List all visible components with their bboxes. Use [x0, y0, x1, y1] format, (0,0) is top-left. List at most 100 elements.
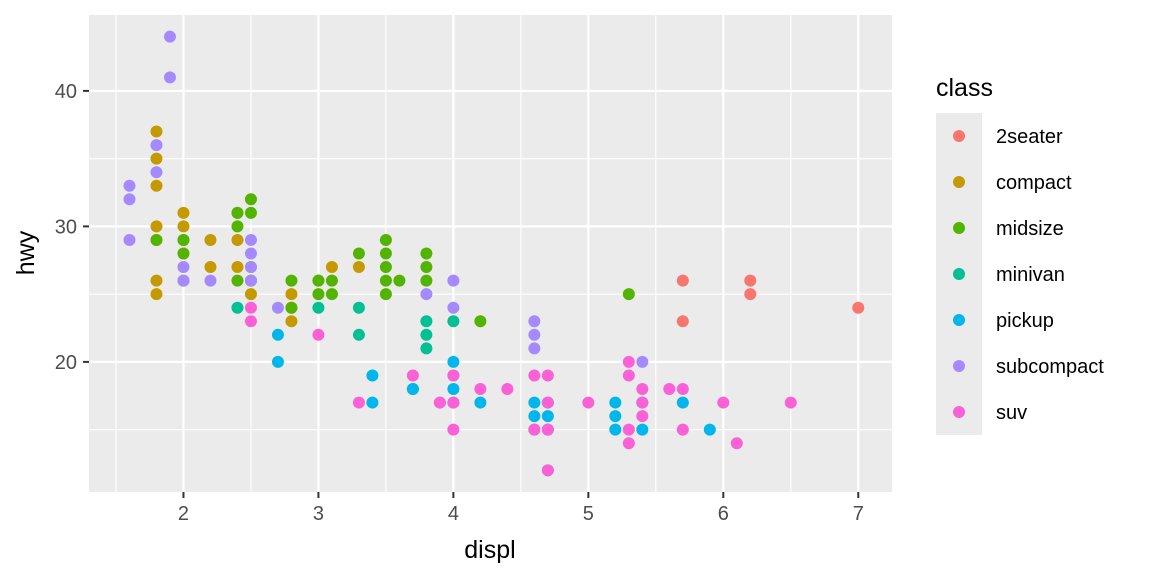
x-tick-label: 4 [448, 503, 459, 525]
data-point-compact [150, 288, 163, 301]
data-point-suv [312, 328, 325, 341]
data-point-minivan [447, 315, 460, 328]
data-point-compact [177, 220, 190, 233]
y-tick-label: 30 [55, 216, 77, 238]
data-point-subcompact [177, 274, 190, 287]
data-point-midsize [420, 261, 433, 274]
data-point-subcompact [636, 355, 649, 368]
data-point-midsize [325, 288, 338, 301]
panel-background [89, 15, 892, 492]
legend-key-pickup [953, 314, 965, 326]
data-point-pickup [271, 328, 284, 341]
x-tick-label: 6 [718, 503, 729, 525]
data-point-subcompact [447, 301, 460, 314]
data-point-midsize [474, 315, 487, 328]
legend-label-compact: compact [996, 172, 1072, 194]
data-point-suv [676, 423, 689, 436]
data-point-midsize [379, 261, 392, 274]
data-point-2seater [676, 274, 689, 287]
data-point-subcompact [528, 315, 541, 328]
data-point-pickup [366, 396, 379, 409]
legend-key-suv [953, 406, 965, 418]
data-point-pickup [447, 355, 460, 368]
x-tick-label: 3 [313, 503, 324, 525]
data-point-midsize [379, 247, 392, 260]
data-point-pickup [703, 423, 716, 436]
data-point-compact [231, 261, 244, 274]
data-point-midsize [285, 301, 298, 314]
data-point-suv [582, 396, 595, 409]
data-point-compact [325, 261, 338, 274]
data-point-midsize [352, 247, 365, 260]
data-point-pickup [609, 396, 622, 409]
data-points [123, 30, 865, 477]
data-point-midsize [177, 233, 190, 246]
data-point-midsize [379, 233, 392, 246]
data-point-midsize [379, 274, 392, 287]
data-point-suv [244, 315, 257, 328]
data-point-suv [447, 396, 460, 409]
data-point-minivan [231, 301, 244, 314]
data-point-subcompact [420, 288, 433, 301]
legend-label-minivan: minivan [996, 264, 1065, 286]
y-tick-label: 20 [55, 352, 77, 374]
data-point-suv [541, 396, 554, 409]
data-point-compact [285, 288, 298, 301]
data-point-compact [204, 233, 217, 246]
data-point-pickup [609, 410, 622, 423]
data-point-suv [433, 396, 446, 409]
data-point-pickup [406, 383, 419, 396]
data-point-midsize [312, 288, 325, 301]
data-point-compact [150, 274, 163, 287]
legend: class 2seater compact midsize minivan pickup… [936, 74, 1104, 435]
data-point-minivan [352, 301, 365, 314]
data-point-pickup [528, 396, 541, 409]
data-point-suv [636, 410, 649, 423]
legend-label-midsize: midsize [996, 218, 1064, 240]
data-point-minivan [420, 328, 433, 341]
data-point-pickup [636, 423, 649, 436]
data-point-compact [150, 125, 163, 138]
data-point-compact [204, 261, 217, 274]
data-point-midsize [393, 274, 406, 287]
data-point-pickup [541, 410, 554, 423]
data-point-midsize [325, 274, 338, 287]
data-point-midsize [420, 247, 433, 260]
data-point-midsize [379, 288, 392, 301]
data-point-suv [447, 423, 460, 436]
data-point-pickup [609, 423, 622, 436]
legend-key-compact [953, 176, 965, 188]
data-point-minivan [420, 342, 433, 355]
data-point-suv [730, 437, 743, 450]
data-point-subcompact [150, 139, 163, 152]
x-tick-label: 5 [583, 503, 594, 525]
data-point-midsize [312, 274, 325, 287]
data-point-midsize [244, 206, 257, 219]
y-tick-label: 40 [55, 81, 77, 103]
legend-label-2seater: 2seater [996, 126, 1063, 148]
data-point-suv [447, 369, 460, 382]
data-point-subcompact [244, 274, 257, 287]
data-point-suv [622, 369, 635, 382]
data-point-midsize [231, 220, 244, 233]
data-point-subcompact [163, 71, 176, 84]
data-point-subcompact [528, 342, 541, 355]
legend-key-subcompact [953, 360, 965, 372]
data-point-compact [244, 288, 257, 301]
data-point-subcompact [204, 274, 217, 287]
data-point-minivan [312, 301, 325, 314]
data-point-suv [622, 355, 635, 368]
legend-key-minivan [953, 268, 965, 280]
legend-label-suv: suv [996, 402, 1027, 424]
data-point-midsize [177, 247, 190, 260]
y-axis-title: hwy [12, 230, 40, 275]
data-point-subcompact [150, 166, 163, 179]
data-point-2seater [744, 274, 757, 287]
data-point-compact [150, 220, 163, 233]
data-point-subcompact [244, 247, 257, 260]
data-point-suv [406, 369, 419, 382]
data-point-pickup [474, 396, 487, 409]
data-point-2seater [744, 288, 757, 301]
